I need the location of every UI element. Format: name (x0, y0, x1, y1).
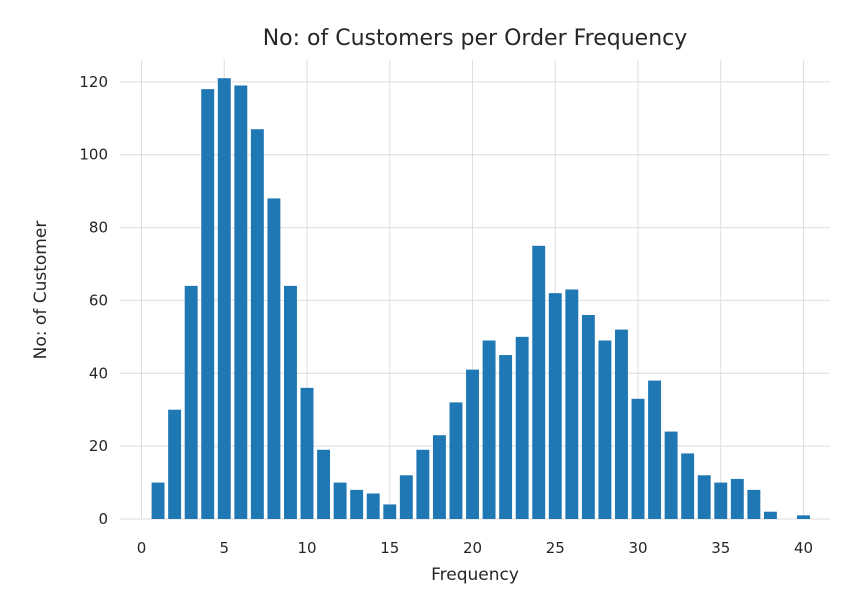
y-tick-label: 100 (79, 146, 108, 164)
y-tick-label: 60 (89, 291, 108, 309)
bar-frequency-15 (383, 504, 397, 519)
bar-frequency-34 (697, 475, 711, 519)
bar-frequency-25 (548, 293, 562, 519)
bar-frequency-11 (317, 449, 331, 519)
bar-frequency-35 (714, 482, 728, 519)
bar-frequency-16 (399, 475, 413, 519)
bar-frequency-38 (763, 511, 777, 519)
x-tick-label: 0 (137, 539, 147, 557)
bar-frequency-5 (217, 78, 231, 520)
x-axis-label: Frequency (431, 565, 519, 585)
x-tick-label: 10 (297, 539, 316, 557)
bar-frequency-23 (515, 336, 529, 519)
bar-frequency-20 (466, 369, 479, 519)
bar-frequency-9 (284, 285, 297, 519)
bar-frequency-33 (681, 453, 695, 519)
bar-frequency-29 (615, 329, 628, 519)
bar-frequency-7 (250, 129, 264, 519)
bar-frequency-13 (350, 489, 364, 519)
bar-frequency-10 (300, 387, 314, 519)
bar-frequency-2 (168, 409, 182, 519)
y-axis-ticks: 0 20 40 60 80 100 120 (79, 73, 108, 528)
bar-frequency-14 (366, 493, 380, 519)
y-tick-label: 120 (79, 73, 108, 91)
x-tick-label: 20 (463, 539, 482, 557)
bar-frequency-37 (747, 489, 761, 519)
bar-frequency-26 (565, 289, 579, 519)
bar-frequency-24 (532, 245, 546, 520)
x-tick-label: 35 (711, 539, 730, 557)
y-axis-label: No: of Customer (31, 221, 51, 360)
plot-area (120, 60, 830, 520)
bar-frequency-22 (499, 355, 513, 519)
bar-frequency-17 (416, 449, 430, 519)
x-tick-label: 40 (794, 539, 813, 557)
bar-frequency-19 (449, 402, 463, 519)
bar-frequency-27 (581, 315, 595, 519)
chart-title: No: of Customers per Order Frequency (263, 26, 688, 51)
y-tick-label: 0 (98, 510, 108, 528)
bar-frequency-30 (631, 398, 645, 519)
y-tick-label: 80 (89, 219, 108, 237)
bar-frequency-12 (333, 482, 347, 519)
x-tick-label: 30 (628, 539, 647, 557)
bar-frequency-32 (664, 431, 678, 519)
x-tick-label: 25 (546, 539, 565, 557)
bar-frequency-21 (482, 340, 496, 519)
bar-frequency-40 (797, 515, 810, 519)
bar-frequency-1 (151, 482, 165, 519)
bar-frequency-36 (730, 478, 744, 519)
bar-frequency-18 (432, 435, 446, 519)
y-tick-label: 40 (89, 364, 108, 382)
bar-frequency-8 (267, 198, 281, 519)
bar-frequency-4 (201, 89, 215, 519)
x-axis-ticks: 0 5 10 15 20 25 30 35 40 (137, 539, 813, 557)
x-tick-label: 5 (219, 539, 229, 557)
bar-frequency-28 (598, 340, 612, 519)
y-tick-label: 20 (89, 437, 108, 455)
bar-frequency-31 (648, 380, 662, 519)
bar-frequency-6 (234, 85, 248, 519)
x-tick-label: 15 (380, 539, 399, 557)
bar-frequency-3 (184, 285, 198, 519)
bars (151, 78, 810, 520)
